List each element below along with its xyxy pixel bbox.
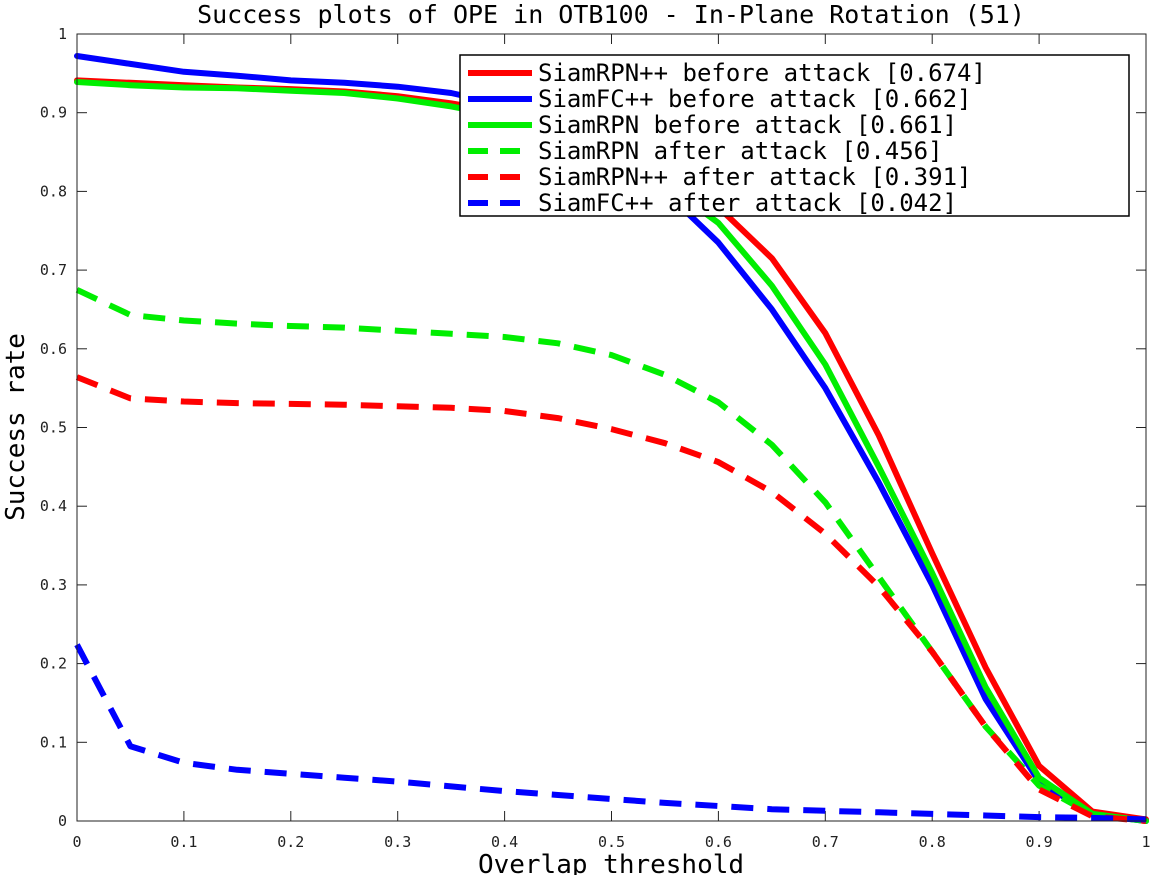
- series-line-4: [75, 287, 1147, 824]
- x-tick-label: 1: [1141, 833, 1150, 851]
- y-tick-label: 0.1: [40, 733, 67, 751]
- series-line-5: [75, 374, 1147, 824]
- axis-ticks: 0 0.1 0.2 0.3 0.4 0.5 0.6 0.7 0.8 0.9 1 0 0.1 0.2 0.3 0…: [40, 25, 1151, 851]
- y-tick-label: 0.5: [40, 419, 67, 437]
- legend-entry: SiamRPN after attack [0.456]: [538, 137, 943, 165]
- y-tick-label: 0: [58, 812, 67, 830]
- y-tick-label: 0.3: [40, 576, 67, 594]
- series-line-6: [74, 643, 1147, 823]
- legend-box: [459, 54, 1130, 217]
- x-tick-label: 0: [72, 833, 81, 851]
- y-tick-label: 0.4: [40, 497, 67, 515]
- y-tick-label: 0.6: [40, 340, 67, 358]
- legend: SiamRPN++ before attack [0.674]SiamFC++ …: [459, 54, 1130, 217]
- x-tick-label: 0.7: [812, 833, 839, 851]
- y-tick-label: 0.8: [40, 182, 67, 200]
- legend-entry: SiamRPN before attack [0.661]: [538, 111, 957, 139]
- x-tick-label: 0.6: [705, 833, 732, 851]
- plot-frame: [76, 33, 1147, 822]
- x-tick-label: 0.3: [384, 833, 411, 851]
- chart-title: Success plots of OPE in OTB100 - In-Plan…: [197, 0, 1025, 29]
- legend-entry: SiamRPN++ before attack [0.674]: [538, 59, 986, 87]
- x-tick-label: 0.4: [491, 833, 518, 851]
- y-tick-label: 1: [58, 25, 67, 43]
- legend-entry: SiamRPN++ after attack [0.391]: [538, 163, 971, 191]
- y-tick-label: 0.7: [40, 261, 67, 279]
- x-tick-label: 0.1: [170, 833, 197, 851]
- y-axis-label: Success rate: [1, 333, 31, 521]
- y-tick-label: 0.9: [40, 104, 67, 122]
- x-tick-label: 0.2: [277, 833, 304, 851]
- y-tick-label: 0.2: [40, 655, 67, 673]
- legend-entry: SiamFC++ before attack [0.662]: [538, 85, 971, 113]
- legend-entry: SiamFC++ after attack [0.042]: [538, 189, 957, 217]
- x-tick-label: 0.8: [919, 833, 946, 851]
- x-tick-label: 0.5: [598, 833, 625, 851]
- x-tick-label: 0.9: [1026, 833, 1053, 851]
- x-axis-label: Overlap threshold: [478, 850, 744, 875]
